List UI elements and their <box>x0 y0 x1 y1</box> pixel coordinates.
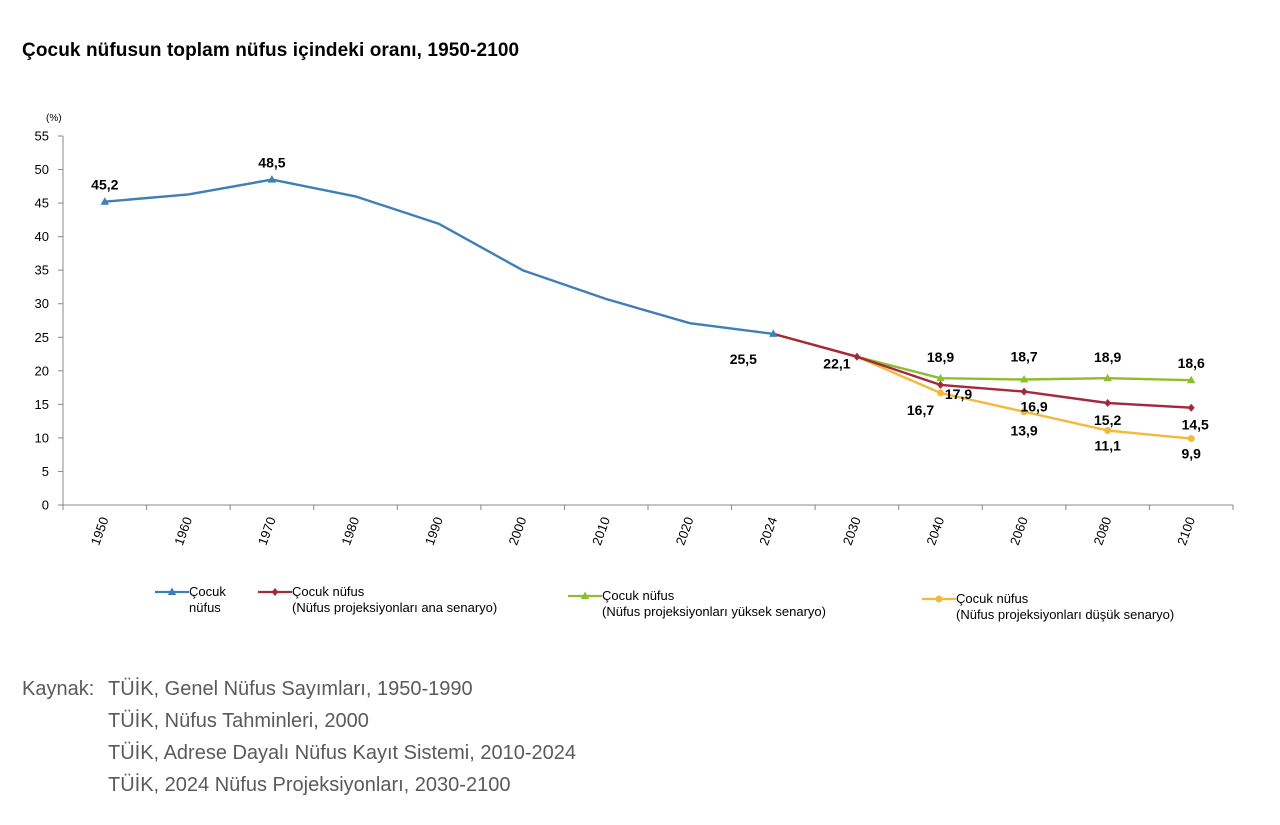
y-tick-label: 0 <box>42 498 49 513</box>
series-markers <box>100 175 1196 443</box>
data-label: 18,9 <box>927 349 954 365</box>
x-tick-label: 2024 <box>756 515 780 547</box>
x-tick-label: 1970 <box>255 515 279 547</box>
x-tick-label: 1990 <box>422 515 446 547</box>
y-tick-label: 55 <box>35 129 49 144</box>
data-label: 18,9 <box>1094 349 1121 365</box>
x-tick-label: 1980 <box>338 515 362 547</box>
series-marker-3 <box>1020 408 1028 416</box>
series-marker-2 <box>1187 375 1196 384</box>
y-tick-label: 50 <box>35 162 49 177</box>
series-marker-0 <box>100 197 109 205</box>
data-label: 14,5 <box>1182 417 1209 433</box>
series-marker-3 <box>1187 435 1195 443</box>
legend-label: (Nüfus projeksiyonları düşük senaryo) <box>956 607 1174 622</box>
source-notes: Kaynak: TÜİK, Genel Nüfus Sayımları, 1950… <box>22 673 576 801</box>
y-tick-label: 35 <box>35 263 49 278</box>
data-labels: 45,2 48,5 25,5 22,1 17,9 16,9 15,2 14,5 18,9 18,7… <box>91 155 1209 462</box>
line-chart: (%) 0 5 10 15 20 25 30 35 40 45 50 55 1950 1960 1970 198… <box>35 113 1234 622</box>
x-tick-label: 2040 <box>923 515 947 547</box>
source-line: TÜİK, Adrese Dayalı Nüfus Kayıt Sistemi,… <box>108 742 576 764</box>
data-label: 48,5 <box>258 155 285 171</box>
series-marker-2 <box>1019 375 1029 383</box>
data-label: 11,1 <box>1094 438 1121 454</box>
source-line: Kaynak: TÜİK, Genel Nüfus Sayımları, 1950… <box>22 673 576 705</box>
y-tick-label: 15 <box>35 397 49 412</box>
data-label: 16,9 <box>1020 399 1047 415</box>
legend-label: (Nüfus projeksiyonları yüksek senaryo) <box>602 604 826 619</box>
x-tick-label: 2010 <box>589 515 613 547</box>
x-tick-label: 2100 <box>1174 515 1198 547</box>
data-label: 15,2 <box>1094 412 1121 428</box>
y-tick-label: 20 <box>35 363 49 378</box>
data-label: 18,6 <box>1178 355 1205 371</box>
x-tick-label: 2060 <box>1007 515 1031 547</box>
data-label: 18,7 <box>1010 349 1037 365</box>
data-label: 13,9 <box>1010 423 1037 439</box>
legend-swatch-marker <box>580 591 590 599</box>
x-tick-label: 2000 <box>505 515 529 547</box>
series-marker-0 <box>769 329 778 337</box>
chart-title: Çocuk nüfusun toplam nüfus içindeki oran… <box>22 40 520 61</box>
series-line-1 <box>773 332 1192 409</box>
legend-label: Çocuk <box>189 584 226 599</box>
series-line-0 <box>104 178 774 336</box>
legend-item: Çocuk nüfus(Nüfus projeksiyonları yüksek… <box>568 588 826 619</box>
series-line-3 <box>773 332 1192 440</box>
series-marker-1 <box>853 352 861 361</box>
x-tick-label: 2080 <box>1090 515 1114 547</box>
legend-label: Çocuk nüfus <box>956 591 1029 606</box>
series-lines <box>104 178 1192 440</box>
series-marker-1 <box>1104 399 1112 408</box>
x-tick-label: 1950 <box>88 515 112 547</box>
legend-item: Çocuk nüfus(Nüfus projeksiyonları düşük … <box>922 591 1174 622</box>
series-marker-1 <box>937 380 944 389</box>
series-marker-2 <box>1103 373 1112 382</box>
data-label: 9,9 <box>1181 446 1201 462</box>
legend-item: Çocuk nüfus(Nüfus projeksiyonları ana se… <box>258 584 497 615</box>
data-label: 22,1 <box>823 356 850 372</box>
x-tick-label: 2020 <box>673 515 697 547</box>
series-marker-3 <box>1104 427 1112 435</box>
series-marker-1 <box>1020 387 1028 396</box>
series-marker-3 <box>937 389 944 397</box>
y-tick-label: 30 <box>35 296 49 311</box>
data-label: 25,5 <box>730 351 757 367</box>
y-tick-label: 45 <box>35 196 49 211</box>
legend-swatch-marker <box>271 588 279 596</box>
x-tick-label: 1960 <box>171 515 195 547</box>
data-label: 17,9 <box>945 386 972 402</box>
y-tick-label: 40 <box>35 229 49 244</box>
y-axis-unit-label: (%) <box>46 113 62 124</box>
chart-axes: (%) 0 5 10 15 20 25 30 35 40 45 50 55 1950 1960 1970 198… <box>35 113 1234 547</box>
source-prefix: Kaynak: <box>22 678 95 700</box>
legend-label: Çocuk nüfus <box>602 588 675 603</box>
series-marker-2 <box>936 373 945 382</box>
data-label: 16,7 <box>907 402 934 418</box>
y-tick-label: 25 <box>35 330 49 345</box>
legend-label: Çocuk nüfus <box>292 584 365 599</box>
legend-label: nüfus <box>189 600 221 615</box>
source-line: TÜİK, Nüfus Tahminleri, 2000 <box>108 710 369 732</box>
x-tick-label: 2030 <box>840 515 864 547</box>
legend-swatch-marker <box>935 595 943 603</box>
series-marker-0 <box>267 175 277 183</box>
data-label: 45,2 <box>91 177 118 193</box>
y-tick-label: 10 <box>35 430 49 445</box>
legend-swatch-marker <box>167 587 177 595</box>
y-tick-label: 5 <box>42 464 49 479</box>
series-marker-1 <box>1187 403 1195 412</box>
legend-label: (Nüfus projeksiyonları ana senaryo) <box>292 600 497 615</box>
source-line: TÜİK, 2024 Nüfus Projeksiyonları, 2030-2… <box>108 774 511 796</box>
